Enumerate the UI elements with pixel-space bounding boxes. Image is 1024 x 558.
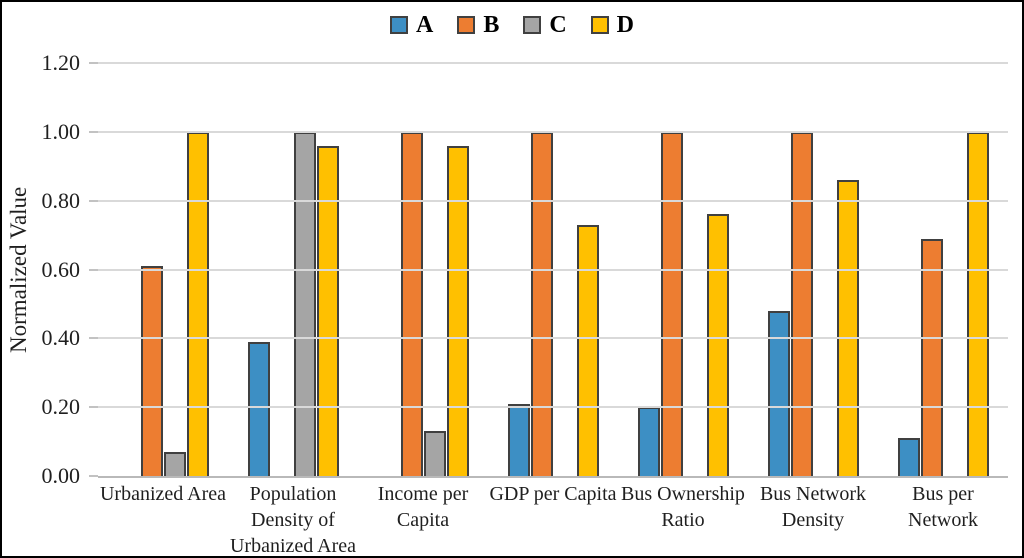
bar-D-4	[706, 214, 729, 476]
legend-label-D: D	[616, 11, 635, 38]
bar-slot-A	[247, 63, 270, 476]
bar-group	[358, 63, 488, 476]
bar-slot-B	[790, 63, 813, 476]
bar-D-1	[316, 145, 339, 476]
bar-B-6	[920, 238, 943, 476]
plot-area	[89, 62, 1008, 478]
y-tick-label: 1.20	[41, 50, 81, 75]
bar-D-3	[576, 224, 599, 476]
bar-D-6	[966, 131, 989, 476]
gridline	[98, 268, 1008, 271]
bar-slot-D	[446, 63, 469, 476]
bar-slot-A	[767, 63, 790, 476]
bar-slot-D	[186, 63, 209, 476]
x-axis-label: Bus Network Density	[759, 483, 867, 531]
bar-slot-A	[507, 63, 530, 476]
bar-slot-B	[530, 63, 553, 476]
y-tick-label: 1.00	[41, 118, 81, 144]
legend-item-A: A	[389, 11, 434, 39]
legend-item-B: B	[457, 12, 499, 39]
bar-D-5	[836, 180, 859, 476]
axis-tick	[89, 406, 98, 409]
bar-C-1	[293, 131, 316, 476]
legend-swatch-icon-D	[590, 16, 609, 34]
bar-A-3	[507, 403, 530, 476]
bar-slot-A	[897, 63, 920, 476]
x-axis-labels: Urbanized Area Population Density of Urba…	[98, 481, 1008, 557]
bar-slot-B	[400, 63, 423, 476]
bar-groups	[98, 63, 1008, 476]
gridline	[98, 62, 1008, 64]
legend-label-B: B	[483, 11, 500, 38]
axis-tick	[89, 130, 98, 133]
bar-C-2	[423, 431, 446, 476]
bar-group	[618, 63, 748, 476]
axis-tick	[89, 475, 98, 477]
bar-slot-C	[423, 63, 446, 476]
axis-tick	[89, 268, 98, 271]
bar-B-5	[790, 131, 813, 476]
bar-D-0	[186, 131, 209, 476]
legend-label-C: C	[549, 11, 567, 38]
bar-D-2	[446, 145, 469, 476]
x-axis-label: GDP per Capita	[489, 483, 617, 505]
legend-swatch-icon-A	[389, 16, 408, 34]
gridline	[98, 337, 1008, 340]
legend-item-C: C	[523, 11, 567, 39]
bar-B-3	[530, 131, 553, 476]
bar-slot-A	[637, 63, 660, 476]
bar-slot-D	[706, 63, 729, 476]
bar-slot-D	[966, 63, 989, 476]
x-axis-label: Income per Capita	[377, 483, 469, 531]
y-tick-label: 0.60	[41, 256, 81, 282]
y-axis-tick-labels: 0.00 0.20 0.40 0.60 0.80 1.00 1.20	[2, 50, 81, 488]
gridline	[98, 199, 1008, 202]
bar-group	[228, 63, 358, 476]
bar-B-0	[140, 266, 163, 476]
legend-item-D: D	[590, 11, 635, 39]
bar-A-4	[637, 407, 660, 476]
legend: A B C D	[2, 8, 1022, 42]
legend-label-A: A	[415, 11, 434, 38]
bar-slot-B	[140, 63, 163, 476]
y-tick-label: 0.80	[41, 187, 81, 213]
bar-A-5	[767, 310, 790, 476]
bar-B-2	[400, 131, 423, 476]
bar-group	[488, 63, 618, 476]
bar-slot-D	[576, 63, 599, 476]
y-tick-label: 0.40	[41, 325, 81, 351]
legend-swatch-icon-B	[457, 16, 476, 34]
legend-swatch-icon-C	[523, 16, 542, 34]
y-tick-label: 0.00	[41, 463, 81, 488]
axis-tick	[89, 62, 98, 64]
bar-C-0	[163, 451, 186, 476]
bar-A-1	[247, 341, 270, 476]
bar-group	[98, 63, 228, 476]
x-axis-label: Bus per Network	[908, 483, 978, 531]
bar-slot-D	[316, 63, 339, 476]
bar-slot-B	[660, 63, 683, 476]
x-axis-label: Urbanized Area	[99, 483, 227, 505]
bar-A-6	[897, 438, 920, 476]
x-axis-label: Bus Ownership Ratio	[621, 483, 745, 531]
bar-slot-B	[920, 63, 943, 476]
y-tick-label: 0.20	[41, 394, 81, 420]
bar-slot-C	[293, 63, 316, 476]
bar-B-4	[660, 131, 683, 476]
axis-tick	[89, 337, 98, 340]
bar-slot-C	[163, 63, 186, 476]
gridline	[98, 406, 1008, 409]
x-axis-label: Population Density of Urbanized Area	[229, 483, 357, 557]
bar-group	[748, 63, 878, 476]
axis-tick	[89, 199, 98, 202]
bar-slot-D	[836, 63, 859, 476]
gridline	[98, 130, 1008, 133]
bar-group	[878, 63, 1008, 476]
